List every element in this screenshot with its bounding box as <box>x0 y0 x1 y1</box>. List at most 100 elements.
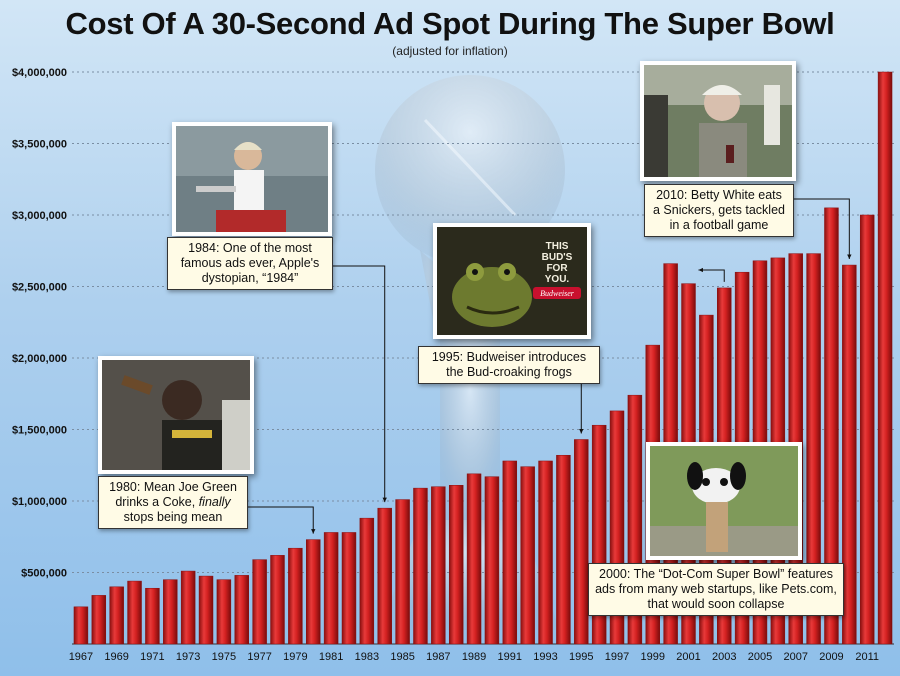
x-tick-label: 1983 <box>355 651 379 663</box>
photo-joe-green <box>98 356 254 474</box>
bar-1974 <box>198 575 214 645</box>
bar-1994 <box>556 454 571 645</box>
photo-bud-frogs: THIS BUD'S FOR YOU. Budweiser <box>433 223 591 339</box>
bar-1978 <box>270 555 285 645</box>
bar-1976 <box>234 575 249 645</box>
frog-sign-brand: Budweiser <box>540 289 575 298</box>
x-tick-label: 1971 <box>140 651 164 663</box>
leader-1980 <box>248 506 314 534</box>
x-tick-label: 1981 <box>319 651 343 663</box>
bar-1983 <box>359 517 375 645</box>
leader-2010-head <box>847 254 852 260</box>
bar-2012 <box>877 71 893 645</box>
bar-1969 <box>109 586 124 645</box>
betty-photo-icon <box>644 65 792 177</box>
leader-1995-head <box>579 429 584 434</box>
x-tick-label: 1973 <box>176 651 200 663</box>
bar-1992 <box>520 466 535 645</box>
x-tick-label: 1987 <box>426 651 450 663</box>
x-tick-label: 1993 <box>533 651 557 663</box>
x-tick-label: 1991 <box>498 651 522 663</box>
caption-joe-green: 1980: Mean Joe Green drinks a Coke, fina… <box>98 476 248 529</box>
frog-sign-line3: FOR <box>546 263 568 274</box>
bar-1982 <box>341 532 357 645</box>
bar-1979 <box>288 547 303 645</box>
photo-betty-white <box>640 61 796 181</box>
x-tick-label: 1967 <box>69 651 93 663</box>
sock-puppet-photo-icon <box>650 446 798 556</box>
bar-1970 <box>127 580 142 645</box>
caption-dot-com: 2000: The “Dot-Com Super Bowl” features … <box>588 563 844 616</box>
bar-1967 <box>73 606 89 645</box>
caption-bud-frogs: 1995: Budweiser introduces the Bud-croak… <box>418 346 600 384</box>
leader-2001 <box>698 269 725 282</box>
bar-1986 <box>413 487 428 645</box>
x-tick-label: 1995 <box>569 651 593 663</box>
caption-apple-1984: 1984: One of the most famous ads ever, A… <box>167 237 333 290</box>
x-tick-label: 1997 <box>605 651 629 663</box>
bar-1977 <box>252 559 267 645</box>
x-axis-ticks: 1967 1969 1971 1973 1975 1977 1979 1981 1983 1985… <box>69 651 879 663</box>
caption-betty-white: 2010: Betty White eats a Snickers, gets … <box>644 184 794 237</box>
frog-photo-icon: THIS BUD'S FOR YOU. Budweiser <box>437 227 587 335</box>
photo-apple-1984 <box>172 122 332 236</box>
bar-1971 <box>145 587 160 645</box>
bar-1989 <box>466 473 482 645</box>
x-tick-label: 2003 <box>712 651 736 663</box>
x-tick-label: 2001 <box>676 651 700 663</box>
coke-photo-icon <box>102 360 250 470</box>
frog-sign-line1: THIS <box>546 241 569 252</box>
photo-pets-com <box>646 442 802 560</box>
bar-1981 <box>323 532 339 645</box>
bar-1985 <box>395 499 410 645</box>
caption-dot-com-text: 2000: The “Dot-Com Super Bowl” features … <box>595 567 837 611</box>
bar-1968 <box>91 595 107 645</box>
y-tick-label: $2,500,000 <box>12 282 67 294</box>
x-tick-label: 2009 <box>819 651 843 663</box>
bar-1973 <box>180 570 196 645</box>
frog-sign-line4: YOU. <box>545 274 570 285</box>
bar-2010 <box>842 264 857 645</box>
x-tick-label: 1979 <box>283 651 307 663</box>
bar-1995 <box>574 439 589 645</box>
bar-2009 <box>824 207 839 645</box>
y-tick-label: $4,000,000 <box>12 67 67 79</box>
y-tick-label: $3,000,000 <box>12 210 67 222</box>
bar-1990 <box>484 476 500 645</box>
chart-subtitle: (adjusted for inflation) <box>392 44 508 58</box>
caption-bud-frogs-text: 1995: Budweiser introduces the Bud-croak… <box>431 350 587 379</box>
bar-1991 <box>502 460 518 645</box>
caption-apple-1984-text: 1984: One of the most famous ads ever, A… <box>180 241 320 285</box>
runner-photo-icon <box>176 126 328 232</box>
bar-1987 <box>431 486 446 645</box>
x-tick-label: 2005 <box>748 651 772 663</box>
leader-1984-head <box>382 497 387 503</box>
bar-1988 <box>448 485 464 645</box>
bar-1993 <box>538 460 553 645</box>
chart-title: Cost Of A 30-Second Ad Spot During The S… <box>65 6 835 41</box>
leader-1980-head <box>311 529 316 534</box>
bar-1984 <box>377 507 392 645</box>
bar-2011 <box>859 214 875 645</box>
leader-1984 <box>333 265 386 503</box>
caption-betty-white-text: 2010: Betty White eats a Snickers, gets … <box>652 188 785 232</box>
x-tick-label: 1975 <box>212 651 236 663</box>
bar-1975 <box>216 579 232 645</box>
bar-1980 <box>306 539 321 645</box>
leader-2001-head <box>698 267 703 273</box>
caption-joe-green-after: stops being mean <box>123 510 223 524</box>
y-tick-label: $3,500,000 <box>12 139 67 151</box>
x-tick-label: 2007 <box>783 651 807 663</box>
y-axis-ticks: $500,000 $1,000,000 $1,500,000 $2,000,000 $2… <box>12 67 67 580</box>
x-tick-label: 1969 <box>104 651 128 663</box>
x-tick-label: 1999 <box>641 651 665 663</box>
leader-2010 <box>794 198 850 260</box>
caption-joe-green-before: 1980: Mean Joe Green drinks a Coke, <box>109 480 237 509</box>
x-tick-label: 1985 <box>390 651 414 663</box>
bar-1972 <box>163 579 178 645</box>
frog-sign-line2: BUD'S <box>542 252 573 263</box>
y-tick-label: $1,500,000 <box>12 425 67 437</box>
caption-joe-green-emph: finally <box>198 495 231 509</box>
x-tick-label: 2011 <box>855 651 879 663</box>
x-tick-label: 1989 <box>462 651 486 663</box>
